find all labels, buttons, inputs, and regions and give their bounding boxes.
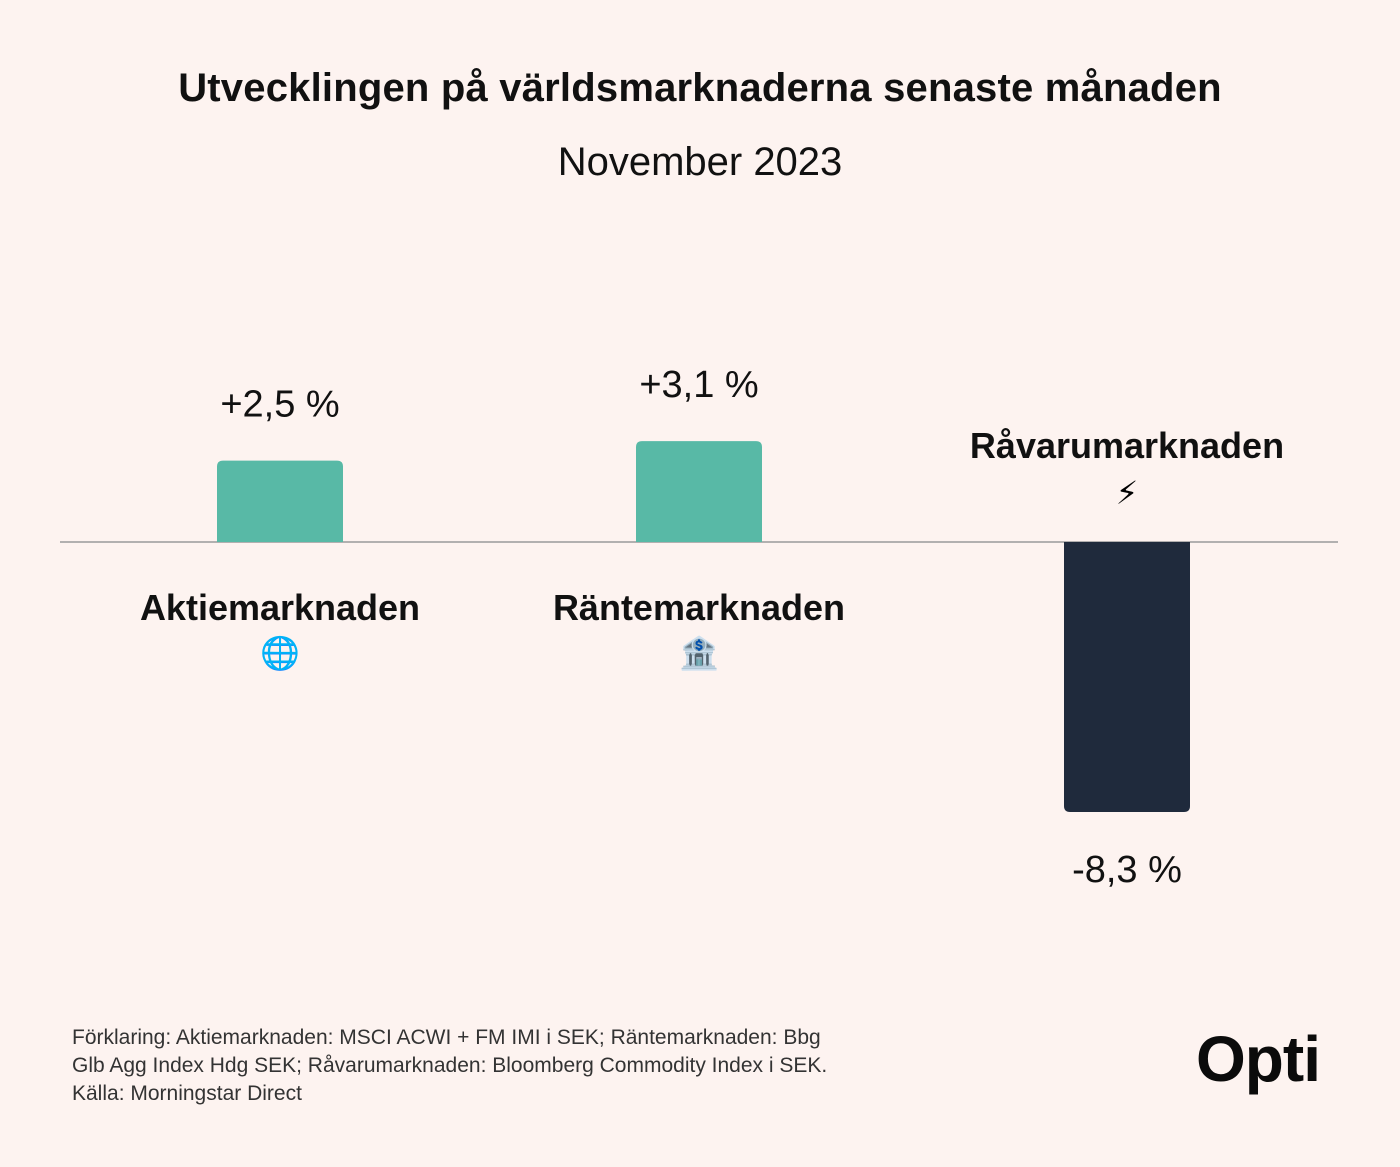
footnote-line-2: Glb Agg Index Hdg SEK; Råvarumarknaden: … <box>72 1054 828 1077</box>
opti-logo: Opti <box>1196 1023 1321 1095</box>
category-label-3: Råvarumarknaden <box>970 425 1284 466</box>
value-label-3: -8,3 % <box>1072 849 1182 891</box>
bank-icon: 🏦 <box>679 635 719 671</box>
bar-1 <box>217 460 343 542</box>
lightning-icon: ⚡ <box>1116 475 1138 511</box>
footnote: Förklaring: Aktiemarknaden: MSCI ACWI + … <box>72 1024 1072 1108</box>
bar-2 <box>636 441 762 542</box>
bar-3 <box>1064 542 1190 812</box>
category-label-1: Aktiemarknaden <box>140 587 420 628</box>
value-label-2: +3,1 % <box>639 364 758 406</box>
footnote-line-3: Källa: Morningstar Direct <box>72 1082 302 1105</box>
chart-subtitle: November 2023 <box>557 140 843 184</box>
footnote-line-1: Förklaring: Aktiemarknaden: MSCI ACWI + … <box>72 1026 821 1049</box>
globe-icon: 🌐 <box>260 635 300 671</box>
value-label-1: +2,5 % <box>220 384 339 426</box>
category-label-2: Räntemarknaden <box>553 587 845 628</box>
bar-chart: +2,5 % Aktiemarknaden 🌐 +3,1 % Räntemarknade… <box>60 364 1338 891</box>
chart-title: Utvecklingen på världsmarknaderna senast… <box>178 66 1222 110</box>
